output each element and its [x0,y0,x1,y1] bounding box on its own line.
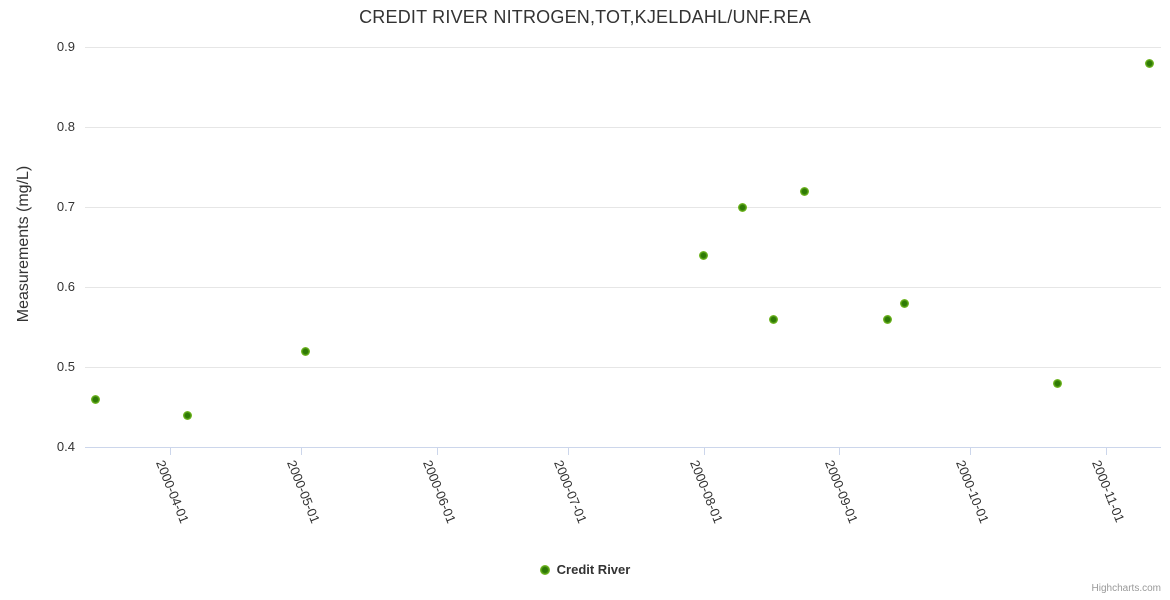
data-point[interactable] [769,314,779,324]
x-tick-label: 2000-09-01 [822,458,862,526]
legend-marker-icon [539,564,550,575]
gridline [85,367,1161,368]
data-point[interactable] [699,250,709,260]
data-point[interactable] [882,314,892,324]
x-tick-mark [839,447,841,455]
x-tick-label: 2000-11-01 [1089,458,1128,525]
data-point[interactable] [1053,378,1063,388]
x-tick-mark [703,447,705,455]
x-tick-label: 2000-10-01 [953,458,993,526]
data-point[interactable] [182,410,192,420]
data-point[interactable] [738,202,748,212]
x-tick-label: 2000-04-01 [153,458,192,526]
y-axis-title: Measurements (mg/L) [15,165,32,323]
x-tick-mark [301,447,303,455]
x-tick-mark [170,447,171,455]
y-tick-label: 0.5 [56,359,75,374]
data-point[interactable] [301,346,311,356]
legend-series-label: Credit River [556,562,631,577]
data-point[interactable] [900,298,910,308]
data-point[interactable] [1145,58,1155,68]
chart-title: CREDIT RIVER NITROGEN,TOT,KJELDAHL/UNF.R… [359,7,811,27]
y-tick-label: 0.6 [56,279,75,294]
gridline [85,207,1161,208]
data-point[interactable] [91,394,101,404]
highcharts-credit-link[interactable]: Highcharts.com [1091,583,1161,594]
x-tick-label: 2000-07-01 [551,458,590,526]
x-axis-line [85,447,1161,448]
data-point[interactable] [799,186,809,196]
y-tick-label: 0.7 [56,199,75,214]
x-tick-label: 2000-08-01 [686,458,726,526]
x-tick-mark [568,447,570,455]
gridline [85,127,1161,128]
x-tick-label: 2000-05-01 [284,458,324,526]
gridline [85,47,1161,48]
y-tick-label: 0.8 [56,119,75,134]
x-tick-label: 2000-06-01 [419,458,459,526]
gridline [85,287,1161,288]
x-tick-mark [970,447,972,455]
y-tick-label: 0.4 [56,439,75,454]
y-tick-label: 0.9 [56,39,75,54]
x-tick-mark [1106,447,1107,455]
x-tick-mark [436,447,438,455]
legend-item-credit-river[interactable]: Credit River [0,562,1170,577]
